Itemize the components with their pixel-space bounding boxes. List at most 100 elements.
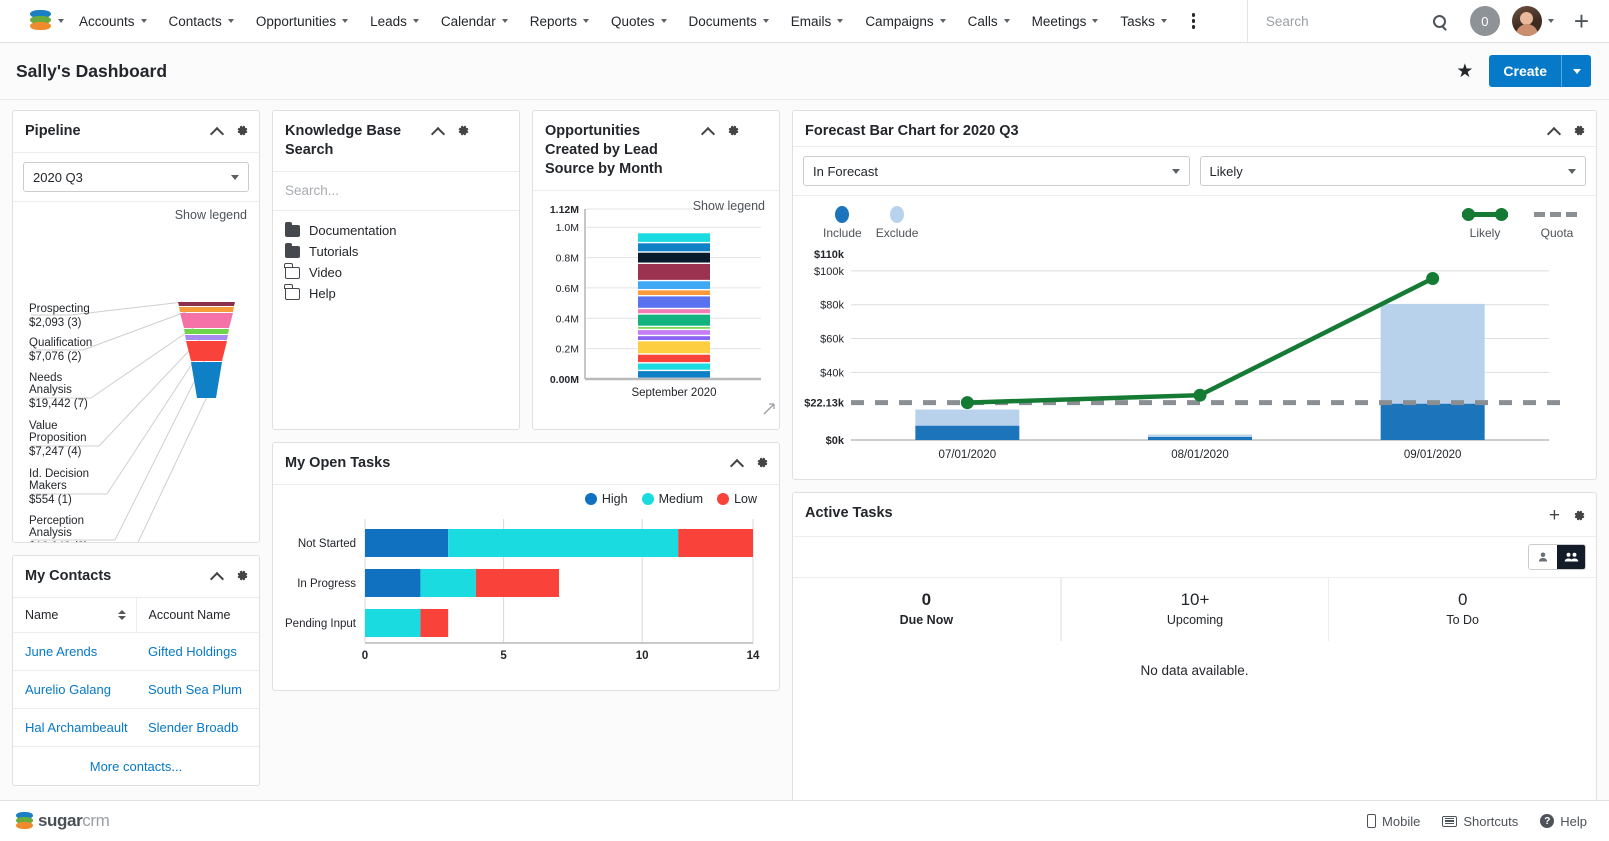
nav-item-chevron-down-icon[interactable] [140, 19, 147, 23]
sugarcrm-home-link[interactable] [0, 10, 68, 32]
nav-item-chevron-down-icon[interactable] [342, 19, 349, 23]
nav-item-documents[interactable]: Documents [678, 0, 780, 42]
opportunities-show-legend-link[interactable]: Show legend [692, 199, 765, 214]
forecast-legend-exclude[interactable]: Exclude [876, 206, 918, 240]
pipeline-show-legend-link[interactable]: Show legend [174, 208, 247, 223]
contact-name-link[interactable]: June Arends [25, 644, 98, 660]
forecast-legend-likely[interactable]: Likely [1462, 206, 1508, 240]
forecast-filters-row: In Forecast Likely [793, 147, 1596, 196]
forecast-type-select[interactable]: Likely [1199, 156, 1586, 186]
pipeline-gear-icon[interactable] [236, 124, 249, 137]
column-header-account-name[interactable]: Account Name [136, 598, 259, 634]
logo-chevron-down-icon[interactable] [58, 19, 64, 23]
nav-item-chevron-down-icon[interactable] [1092, 19, 1099, 23]
create-dropdown-chevron-down-icon[interactable] [1561, 55, 1591, 87]
my-contacts-header: My Contacts [13, 556, 259, 599]
nav-item-quotes[interactable]: Quotes [600, 0, 678, 42]
resize-handle-icon[interactable] [762, 402, 776, 416]
global-search[interactable] [1248, 13, 1458, 29]
my-open-tasks-gear-icon[interactable] [756, 456, 769, 469]
forecast-scope-select[interactable]: In Forecast [803, 156, 1190, 186]
kb-folder-video[interactable]: Video [273, 262, 519, 283]
opportunities-gear-icon[interactable] [727, 124, 740, 137]
active-tasks-stat-to-do[interactable]: 0 To Do [1329, 578, 1596, 641]
kebab-menu-icon[interactable] [1178, 13, 1210, 29]
active-tasks-stat-upcoming[interactable]: 10+ Upcoming [1060, 578, 1330, 641]
more-contacts-link[interactable]: More contacts... [89, 759, 183, 775]
nav-item-chevron-down-icon[interactable] [1160, 19, 1167, 23]
knowledge-base-search-input[interactable] [285, 183, 507, 199]
knowledge-base-gear-icon[interactable] [457, 124, 470, 137]
nav-item-chevron-down-icon[interactable] [660, 19, 667, 23]
forecast-collapse-chevron-up-icon[interactable] [1549, 125, 1560, 136]
knowledge-base-collapse-chevron-up-icon[interactable] [433, 125, 444, 136]
legend-item-high[interactable]: High [584, 492, 628, 506]
active-tasks-user-view-toggle[interactable] [1529, 545, 1557, 569]
kb-folder-tutorials[interactable]: Tutorials [273, 241, 519, 262]
sort-icon[interactable] [117, 610, 126, 621]
legend-item-low[interactable]: Low [717, 492, 757, 506]
nav-item-meetings[interactable]: Meetings [1021, 0, 1110, 42]
column-header-name-label: Name [25, 608, 59, 623]
forecast-gear-icon[interactable] [1573, 124, 1586, 137]
my-contacts-title: My Contacts [25, 568, 112, 585]
nav-item-leads[interactable]: Leads [359, 0, 430, 42]
account-name-link[interactable]: Slender Broadb [148, 720, 239, 736]
nav-item-chevron-down-icon[interactable] [762, 19, 769, 23]
legend-item-medium[interactable]: Medium [641, 492, 703, 506]
nav-item-chevron-down-icon[interactable] [1003, 19, 1010, 23]
nav-item-emails[interactable]: Emails [780, 0, 855, 42]
my-open-tasks-collapse-chevron-up-icon[interactable] [732, 457, 743, 468]
nav-item-chevron-down-icon[interactable] [837, 19, 844, 23]
footer-sugarcrm-logo[interactable]: sugarcrm [16, 811, 110, 831]
nav-item-reports[interactable]: Reports [519, 0, 600, 42]
nav-item-chevron-down-icon[interactable] [582, 19, 589, 23]
user-profile-menu[interactable] [1511, 6, 1568, 36]
column-header-name[interactable]: Name [13, 598, 137, 634]
nav-item-campaigns[interactable]: Campaigns [854, 0, 956, 42]
active-tasks-group-view-toggle[interactable] [1557, 545, 1585, 569]
nav-item-chevron-down-icon[interactable] [227, 19, 234, 23]
footer-link-mobile[interactable]: Mobile [1367, 814, 1420, 829]
forecast-scope-chevron-down-icon[interactable] [1171, 168, 1180, 174]
forecast-legend-include[interactable]: Include [823, 206, 862, 240]
nav-item-opportunities[interactable]: Opportunities [245, 0, 359, 42]
forecast-type-chevron-down-icon[interactable] [1568, 168, 1576, 174]
contact-name-link[interactable]: Hal Archambeault [25, 720, 128, 736]
nav-item-chevron-down-icon[interactable] [501, 19, 508, 23]
profile-chevron-down-icon[interactable] [1547, 19, 1554, 23]
nav-item-contacts[interactable]: Contacts [158, 0, 245, 42]
my-contacts-gear-icon[interactable] [236, 569, 249, 582]
nav-item-chevron-down-icon[interactable] [412, 19, 419, 23]
footer-link-shortcuts[interactable]: Shortcuts [1442, 814, 1518, 829]
opportunities-collapse-chevron-up-icon[interactable] [703, 125, 714, 136]
svg-text:14: 14 [747, 650, 760, 662]
create-button[interactable]: Create [1489, 55, 1591, 87]
nav-item-tasks[interactable]: Tasks [1109, 0, 1178, 42]
active-tasks-stat-due-now[interactable]: 0 Due Now [793, 578, 1061, 641]
svg-text:$60k: $60k [820, 334, 844, 346]
nav-item-chevron-down-icon[interactable] [939, 19, 946, 23]
account-name-link[interactable]: South Sea Plum [148, 682, 242, 698]
nav-item-calls[interactable]: Calls [957, 0, 1021, 42]
star-icon[interactable]: ★ [1456, 60, 1474, 82]
active-tasks-add-plus-icon[interactable]: + [1548, 505, 1560, 526]
nav-item-accounts[interactable]: Accounts [68, 0, 158, 42]
account-name-link[interactable]: Gifted Holdings [148, 644, 237, 660]
footer-link-help[interactable]: ? Help [1540, 814, 1587, 829]
search-input[interactable] [1265, 13, 1433, 29]
kb-folder-help[interactable]: Help [273, 283, 519, 304]
quick-create-plus-icon[interactable]: + [1573, 6, 1589, 36]
my-contacts-collapse-chevron-up-icon[interactable] [212, 570, 223, 581]
kb-folder-documentation[interactable]: Documentation [273, 220, 519, 241]
nav-item-calendar[interactable]: Calendar [430, 0, 519, 42]
svg-text:Value: Value [29, 420, 58, 432]
pipeline-collapse-chevron-up-icon[interactable] [212, 125, 223, 136]
notification-badge[interactable]: 0 [1469, 6, 1500, 36]
search-icon[interactable] [1432, 14, 1446, 28]
forecast-legend-quota[interactable]: Quota [1534, 206, 1580, 240]
active-tasks-gear-icon[interactable] [1573, 509, 1586, 522]
pipeline-period-select[interactable]: 2020 Q3 [23, 162, 249, 193]
contact-name-link[interactable]: Aurelio Galang [25, 682, 111, 698]
pipeline-period-chevron-down-icon[interactable] [231, 174, 239, 180]
